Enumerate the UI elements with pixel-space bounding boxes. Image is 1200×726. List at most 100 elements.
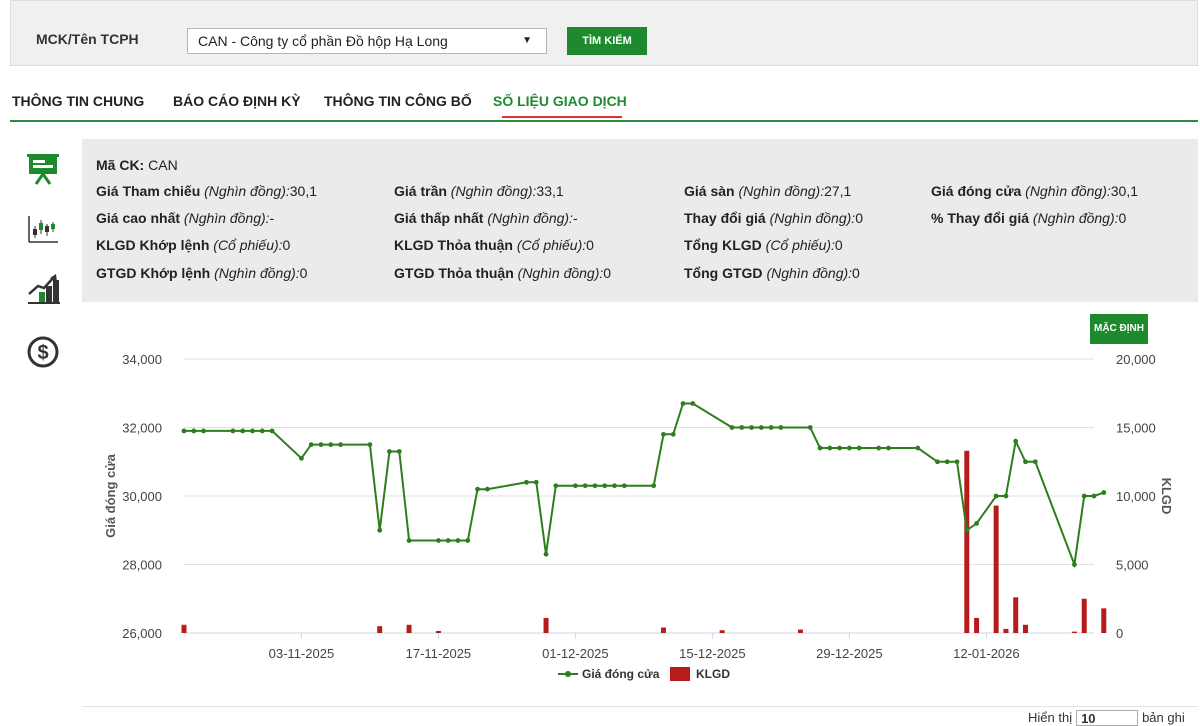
presentation-icon[interactable] bbox=[26, 152, 60, 186]
x-tick-label: 12-01-2026 bbox=[953, 646, 1020, 661]
price-point bbox=[387, 449, 392, 454]
show-label: Hiển thị bbox=[1028, 710, 1073, 725]
x-tick-label: 29-12-2025 bbox=[816, 646, 883, 661]
price-point bbox=[455, 538, 461, 543]
price-point bbox=[935, 459, 940, 465]
price-point bbox=[651, 483, 657, 489]
left-axis-title: Giá đóng cửa bbox=[103, 453, 118, 538]
left-tick-label: 26,000 bbox=[122, 626, 162, 641]
price-point bbox=[817, 445, 823, 451]
price-point bbox=[876, 445, 882, 451]
price-point bbox=[465, 538, 471, 543]
price-point bbox=[621, 483, 627, 489]
left-tick-label: 32,000 bbox=[122, 421, 162, 436]
price-point bbox=[475, 486, 480, 492]
ticker-info: Mã CK: CAN bbox=[96, 157, 178, 173]
volume-bar bbox=[1013, 597, 1019, 633]
price-point bbox=[661, 431, 666, 437]
volume-bar bbox=[993, 505, 999, 633]
svg-text:$: $ bbox=[37, 342, 48, 364]
price-change: Thay đổi giá (Nghìn đồng):0 bbox=[684, 210, 863, 226]
price-point bbox=[396, 449, 402, 454]
tab-periodic-reports[interactable]: BÁO CÁO ĐỊNH KỲ bbox=[173, 93, 301, 109]
price-point bbox=[553, 483, 559, 489]
legend-line-marker bbox=[565, 671, 571, 677]
price-point bbox=[954, 459, 960, 465]
volume-bar bbox=[1023, 624, 1029, 633]
legend-bar-symbol bbox=[670, 667, 690, 681]
x-tick-label: 17-11-2025 bbox=[406, 646, 472, 661]
company-select[interactable]: CAN - Công ty cổ phần Đồ hộp Hạ Long ▼ bbox=[187, 28, 547, 54]
price-point bbox=[328, 442, 334, 448]
active-tab-indicator bbox=[502, 116, 622, 118]
price-point bbox=[1072, 562, 1077, 567]
price-point bbox=[602, 483, 608, 489]
page-size-select[interactable]: 10 bbox=[1076, 710, 1139, 726]
price-point bbox=[582, 483, 588, 489]
search-button[interactable]: TÌM KIẾM bbox=[567, 27, 647, 55]
tab-disclosures[interactable]: THÔNG TIN CÔNG BỐ bbox=[324, 93, 472, 109]
total-value: Tổng GTGD (Nghìn đồng):0 bbox=[684, 265, 860, 281]
price-point bbox=[181, 428, 187, 434]
default-button[interactable]: MẶC ĐỊNH bbox=[1090, 314, 1148, 344]
right-tick-label: 10,000 bbox=[1116, 489, 1156, 504]
volume-bar bbox=[543, 617, 549, 633]
tab-trading-data[interactable]: SỐ LIỆU GIAO DỊCH bbox=[493, 93, 627, 109]
price-point bbox=[250, 428, 255, 434]
price-point bbox=[445, 538, 451, 543]
price-point bbox=[367, 442, 373, 448]
price-point bbox=[406, 538, 412, 543]
price-point bbox=[533, 479, 539, 485]
price-point bbox=[729, 425, 735, 430]
volume-bar bbox=[1101, 608, 1107, 633]
price-point bbox=[690, 401, 696, 406]
chart-container: 26,000 28,000 30,000 32,000 34,000 0 5,000 10,0… bbox=[82, 302, 1198, 707]
price-point bbox=[739, 425, 745, 430]
candlestick-chart-icon[interactable] bbox=[26, 212, 60, 246]
price-point bbox=[299, 455, 304, 461]
percent-price-change: % Thay đổi giá (Nghìn đồng):0 bbox=[931, 210, 1127, 226]
price-volume-chart: 26,000 28,000 30,000 32,000 34,000 0 5,000 10,0… bbox=[103, 352, 1174, 681]
low-price: Giá thấp nhất (Nghìn đồng):- bbox=[394, 210, 578, 226]
main-tabs: THÔNG TIN CHUNG BÁO CÁO ĐỊNH KỲ THÔNG TI… bbox=[10, 90, 1198, 122]
left-tick-label: 28,000 bbox=[122, 558, 162, 573]
price-point bbox=[778, 425, 784, 430]
total-volume: Tổng KLGD (Cổ phiếu):0 bbox=[684, 237, 843, 253]
price-point bbox=[318, 442, 324, 448]
price-point bbox=[1013, 438, 1019, 444]
ceiling-price: Giá trần (Nghìn đồng):33,1 bbox=[394, 183, 564, 199]
price-point bbox=[1091, 493, 1097, 499]
price-point bbox=[768, 425, 774, 430]
price-point bbox=[1101, 490, 1107, 495]
right-tick-label: 15,000 bbox=[1116, 421, 1156, 436]
left-tick-label: 30,000 bbox=[122, 489, 162, 504]
dollar-circle-icon[interactable]: $ bbox=[26, 335, 60, 369]
volume-bar bbox=[974, 617, 980, 633]
close-price: Giá đóng cửa (Nghìn đồng):30,1 bbox=[931, 183, 1139, 199]
price-point bbox=[230, 428, 236, 434]
volume-bar bbox=[377, 626, 383, 633]
floor-price: Giá sàn (Nghìn đồng):27,1 bbox=[684, 183, 852, 199]
growth-chart-icon[interactable] bbox=[26, 272, 60, 306]
search-bar: MCK/Tên TCPH CAN - Công ty cổ phần Đồ hộ… bbox=[10, 0, 1198, 66]
right-tick-label: 20,000 bbox=[1116, 352, 1156, 367]
x-tick-label: 01-12-2025 bbox=[542, 646, 609, 661]
price-point bbox=[191, 428, 197, 434]
price-point bbox=[837, 445, 842, 451]
price-point bbox=[670, 431, 676, 437]
price-point bbox=[436, 538, 441, 543]
price-point bbox=[1032, 459, 1038, 465]
tab-general-info[interactable]: THÔNG TIN CHUNG bbox=[12, 93, 145, 109]
volume-bar bbox=[964, 450, 970, 633]
negotiated-volume: KLGD Thỏa thuận (Cổ phiếu):0 bbox=[394, 237, 594, 253]
price-point bbox=[964, 527, 970, 533]
legend-price-label: Giá đóng cửa bbox=[582, 667, 660, 681]
price-point bbox=[680, 401, 686, 406]
price-point bbox=[572, 483, 578, 489]
matched-volume: KLGD Khớp lệnh (Cổ phiếu):0 bbox=[96, 237, 291, 253]
info-panel: Mã CK: CAN Giá Tham chiếu (Nghìn đồng):3… bbox=[82, 139, 1198, 302]
price-point bbox=[886, 445, 891, 451]
volume-bar bbox=[1081, 598, 1087, 633]
volume-bar bbox=[435, 630, 441, 633]
price-point bbox=[749, 425, 754, 430]
